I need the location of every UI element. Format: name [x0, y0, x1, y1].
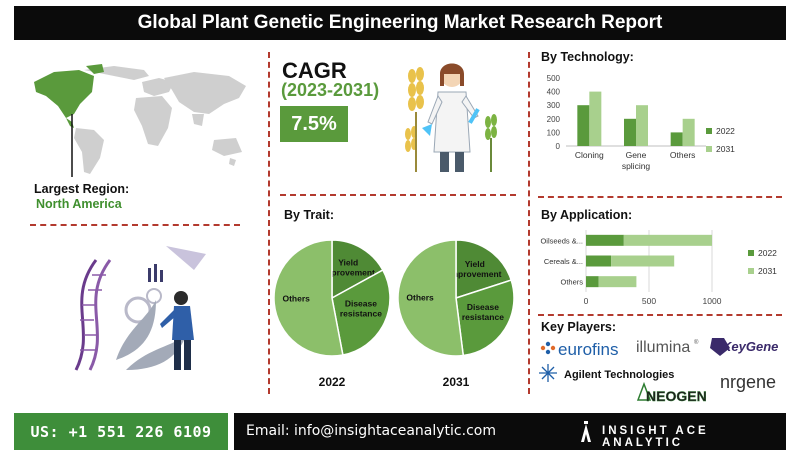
bar [586, 255, 612, 267]
by-technology-title: By Technology: [541, 50, 634, 64]
y-tick-label: 500 [547, 74, 561, 83]
eurofins-logo-text: eurofins [558, 340, 618, 359]
y-tick-label: 300 [547, 101, 561, 110]
x-tick-label: Others [670, 150, 696, 160]
brand-logo-icon [581, 421, 591, 442]
divider-trait [280, 194, 516, 196]
agilent-logo: Agilent Technologies [539, 364, 674, 382]
footer-brand: INSIGHT ACE ANALYTIC [602, 425, 709, 449]
technology-bar-chart: 0 100 200 300 400 500 Cloning Gene splicing Other… [547, 74, 736, 171]
pie-slice [397, 239, 465, 357]
legend-label: 2031 [716, 144, 735, 154]
x-tick-label: 500 [642, 296, 656, 306]
scientist-illustration [405, 63, 497, 172]
pie-slice [331, 269, 391, 356]
legend-label: 2022 [716, 126, 735, 136]
x-tick-label: 0 [584, 296, 589, 306]
eurofins-logo: eurofins [540, 340, 618, 359]
bar [623, 234, 712, 246]
pie-slice-label: Disease resistance [340, 299, 382, 319]
y-tick-label: 0 [556, 142, 561, 151]
bar [670, 132, 683, 146]
x-tick-label: Cloning [575, 150, 604, 160]
bar [586, 276, 599, 288]
bar [624, 118, 636, 146]
largest-region-label: Largest Region: [34, 182, 130, 196]
cagr-label: CAGR [282, 58, 347, 83]
legend-label: 2031 [758, 266, 777, 276]
nrgene-logo-text: nrgene [720, 372, 776, 392]
by-trait-title: By Trait: [284, 208, 335, 222]
neogen-logo-text: NEOGEN [646, 388, 707, 404]
agilent-logo-text: Agilent Technologies [564, 369, 674, 381]
bar [611, 255, 675, 267]
key-players-title: Key Players: [541, 320, 617, 334]
world-map [34, 64, 246, 177]
y-tick-label: 200 [547, 115, 561, 124]
nrgene-logo: nrgene [720, 372, 776, 392]
pie-caption: 2031 [443, 375, 470, 389]
divider-technology [538, 196, 782, 198]
bar [589, 91, 602, 146]
pie-slice [331, 239, 384, 300]
page-title: Global Plant Genetic Engineering Market … [14, 6, 786, 40]
pie-slice [455, 279, 515, 357]
x-tick-label: Gene splicing [622, 150, 651, 171]
pie-slice-label: Others [282, 293, 310, 303]
divider-region [30, 224, 240, 226]
x-tick-label: 1000 [703, 296, 722, 306]
pie-caption: 2022 [319, 375, 346, 389]
cagr-years: (2023-2031) [281, 80, 380, 100]
y-tick-label: Others [560, 278, 583, 287]
bar [598, 276, 637, 288]
y-tick-label: Cereals &... [544, 257, 583, 266]
bar [577, 105, 590, 146]
trait-pie-charts: Yield improvement Disease resistance Others 2… [273, 239, 515, 389]
keygene-logo-text: KeyGene [722, 339, 778, 354]
footer-email[interactable]: Email: info@insightaceanalytic.com [246, 423, 496, 439]
divider-left [268, 52, 270, 394]
footer-bar: Email: info@insightaceanalytic.com INSIG… [234, 413, 786, 450]
by-application-title: By Application: [541, 208, 633, 222]
illumina-logo-text: illumina [636, 339, 690, 356]
pie-slice-label: Yield improvement [322, 258, 376, 278]
keygene-logo: KeyGene [710, 338, 778, 356]
application-bar-chart: 0 500 1000 Oilseeds &... Cereals &... Others 2… [540, 230, 777, 306]
footer-phone: US: +1 551 226 6109 [14, 413, 228, 450]
pie-slice-label: Others [406, 292, 434, 302]
pie-slice [273, 239, 344, 357]
legend-label: 2022 [758, 248, 777, 258]
bar [586, 234, 624, 246]
legend-swatch [748, 268, 754, 274]
divider-application [538, 314, 782, 316]
bar [682, 118, 695, 146]
neogen-logo: NEOGEN [636, 381, 707, 404]
illumina-logo: illumina ® [636, 339, 699, 356]
pie-slice-label: Disease resistance [462, 302, 504, 322]
largest-region-value: North America [36, 197, 122, 211]
svg-text:®: ® [694, 339, 699, 346]
pie-slice [455, 239, 513, 300]
dna-illustration [74, 246, 206, 371]
cagr-value: 7.5% [280, 106, 348, 142]
key-player-logos: eurofins illumina ® KeyGene Agilent Tech… [539, 338, 778, 404]
legend-swatch [706, 146, 712, 152]
y-tick-label: 400 [547, 88, 561, 97]
bar [636, 105, 648, 146]
y-tick-label: Oilseeds &... [540, 236, 583, 245]
legend-swatch [748, 250, 754, 256]
y-tick-label: 100 [547, 128, 561, 137]
divider-right [528, 52, 530, 394]
pie-slice-label: Yield improvement [448, 259, 502, 279]
legend-swatch [706, 128, 712, 134]
